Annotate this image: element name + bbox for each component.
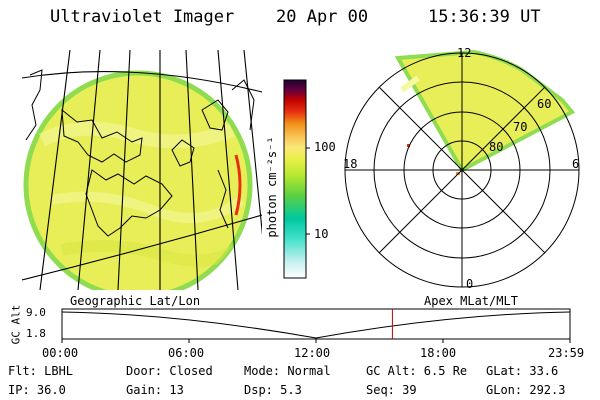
altitude-x-ticks — [61, 339, 571, 343]
altitude-y-bottom: 1.8 — [26, 327, 46, 340]
altitude-curve — [61, 311, 571, 339]
status-glon: GLon: 292.3 — [486, 383, 566, 397]
x-tick-1200: 12:00 — [294, 346, 331, 360]
altitude-plot-frame — [61, 308, 571, 340]
lat-lon-grid — [22, 50, 262, 290]
status-door: Door: Closed — [126, 364, 213, 378]
polar-label-60: 60 — [537, 97, 552, 111]
date-label: 20 Apr 00 — [276, 7, 369, 27]
polar-hot-pixel — [407, 144, 410, 147]
x-tick-0000: 00:00 — [42, 346, 79, 360]
polar-label-70: 70 — [513, 120, 528, 134]
status-mode: Mode: Normal — [244, 364, 331, 378]
polar-label-18: 18 — [343, 157, 358, 171]
polar-label-0: 0 — [466, 277, 474, 291]
status-seq: Seq: 39 — [366, 383, 417, 397]
status-flt: Flt: LBHL — [8, 364, 74, 378]
x-tick-1800: 18:00 — [420, 346, 457, 360]
colorbar — [283, 79, 310, 279]
emission-texture — [38, 121, 246, 267]
colorbar-tick-100: 100 — [314, 140, 336, 154]
status-gc-alt: GC Alt: 6.5 Re — [366, 364, 468, 378]
altitude-y-top: 9.0 — [26, 306, 46, 319]
altitude-strip-chart — [61, 308, 571, 343]
caption-apex: Apex MLat/MLT — [424, 294, 518, 308]
caption-geographic: Geographic Lat/Lon — [70, 294, 201, 308]
instrument-title: Ultraviolet Imager — [50, 7, 235, 27]
status-dsp: Dsp: 5.3 — [244, 383, 302, 397]
dayglow-limb-red — [234, 154, 242, 216]
time-label: 15:36:39 UT — [428, 7, 541, 27]
colorbar-unit-label: photon cm⁻²s⁻¹ — [265, 136, 279, 238]
x-tick-0600: 06:00 — [168, 346, 205, 360]
status-gain: Gain: 13 — [126, 383, 184, 397]
polar-label-80: 80 — [489, 140, 504, 154]
polar-plot — [344, 49, 580, 288]
coastlines — [25, 69, 255, 237]
status-glat: GLat: 33.6 — [486, 364, 559, 378]
polar-label-6: 6 — [572, 157, 580, 171]
polar-label-12: 12 — [457, 46, 472, 60]
status-ip: IP: 36.0 — [8, 383, 66, 397]
x-tick-2359: 23:59 — [548, 346, 585, 360]
altitude-axis-label: GC Alt — [9, 304, 23, 345]
colorbar-tick-10: 10 — [314, 227, 329, 241]
globe-image — [22, 50, 262, 290]
